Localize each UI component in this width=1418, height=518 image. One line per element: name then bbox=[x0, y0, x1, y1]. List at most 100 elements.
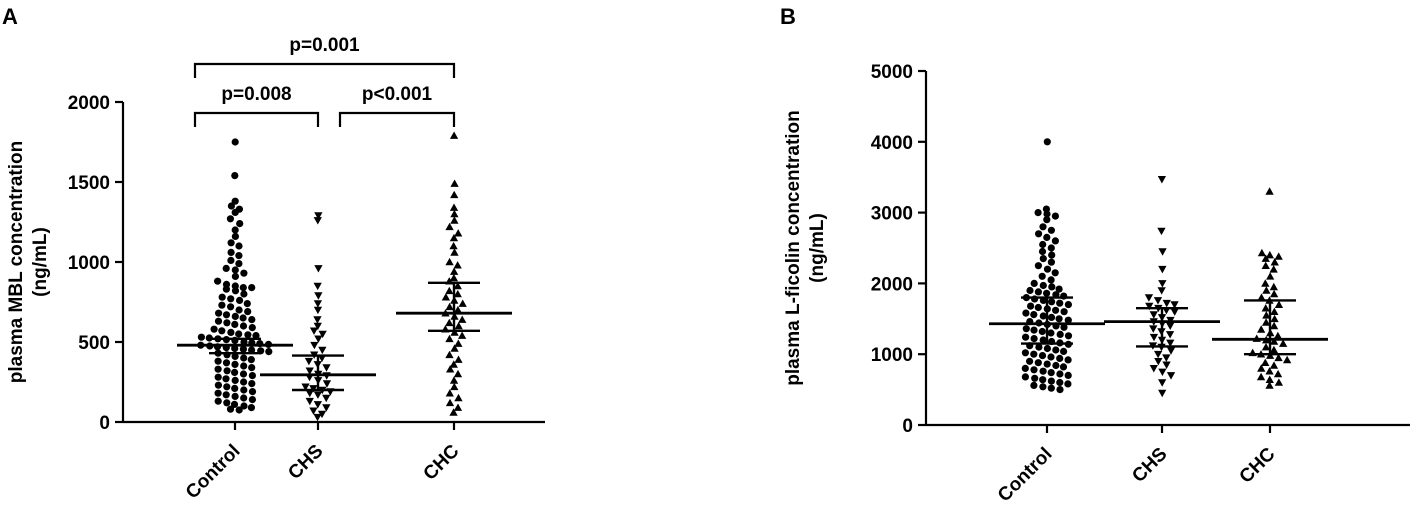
panel-a-data-point bbox=[313, 391, 323, 399]
panel-a-data-point bbox=[247, 404, 255, 412]
panel-b-data-point bbox=[1269, 282, 1278, 291]
panel-a-data-point bbox=[322, 394, 331, 403]
panel-b-data-point bbox=[1273, 369, 1283, 378]
panel-a-category-label: Control bbox=[182, 441, 245, 504]
panel-a-data-point bbox=[453, 369, 463, 378]
panel-b-data-point bbox=[1021, 364, 1029, 372]
panel-b-data-point bbox=[1034, 303, 1042, 312]
panel-a-significance-bracket: p=0.001 bbox=[193, 35, 456, 78]
panel-a-data-point bbox=[445, 222, 454, 231]
panel-b-data-point bbox=[1166, 339, 1175, 347]
panel-a-p-value-label: p<0.001 bbox=[362, 84, 433, 105]
panel-a-data-point bbox=[317, 410, 327, 419]
panel-a-data-point bbox=[223, 399, 231, 407]
panel-a-data-point bbox=[227, 303, 235, 311]
panel-a-data-point bbox=[458, 331, 467, 339]
panel-b-data-point bbox=[1279, 339, 1288, 347]
panel-a-data-point bbox=[445, 350, 454, 359]
panel-b-data-point bbox=[1270, 258, 1279, 266]
panel-a-p-value-label: p=0.008 bbox=[221, 84, 291, 105]
panel-b-data-point bbox=[1162, 354, 1171, 362]
panel-b-data-point bbox=[1039, 367, 1047, 375]
panel-b-data-point bbox=[1052, 361, 1060, 370]
panel-a-data-point bbox=[313, 322, 322, 331]
panel-a-data-point bbox=[450, 216, 459, 224]
panel-b-data-point bbox=[1026, 286, 1034, 295]
panel-b-data-point bbox=[1261, 358, 1270, 366]
panel-b-data-point bbox=[1166, 322, 1175, 330]
panel-b-data-point bbox=[1269, 321, 1279, 330]
panel-a-data-point bbox=[305, 367, 314, 375]
panel-a-summary-chc bbox=[396, 281, 512, 332]
panel-b-data-point bbox=[1149, 365, 1158, 373]
panel-a-data-point bbox=[449, 233, 459, 242]
panel-b-data-point bbox=[1157, 176, 1166, 184]
panel-a-data-point bbox=[313, 306, 323, 315]
panel-a-series-control bbox=[197, 138, 273, 414]
panel-b-category-label: CHC bbox=[1236, 443, 1280, 487]
panel-a-data-point bbox=[322, 380, 332, 388]
panel-b-data-point bbox=[1270, 337, 1279, 345]
panel-a-data-point bbox=[453, 289, 462, 298]
panel-a-data-point bbox=[305, 397, 314, 406]
panel-b-data-point bbox=[1056, 378, 1064, 387]
panel-a-data-point bbox=[449, 273, 458, 282]
panel-a-significance-bracket: p=0.008 bbox=[193, 84, 320, 127]
panel-a-p-value-label: p=0.001 bbox=[289, 35, 360, 56]
panel-b-data-point bbox=[1158, 248, 1167, 256]
panel-a-data-point bbox=[248, 396, 256, 404]
panel-b-data-point bbox=[1162, 361, 1171, 369]
panel-a-data-point bbox=[247, 356, 255, 364]
panel-b-y-axis-title: plasma L-ficolin concentration bbox=[783, 110, 804, 386]
panel-b-data-point bbox=[1039, 376, 1047, 384]
panel-b-data-point bbox=[1039, 240, 1047, 249]
panel-b-summary-chc bbox=[1212, 299, 1328, 356]
panel-a-data-point bbox=[223, 383, 231, 391]
panel-b-data-point bbox=[1030, 311, 1038, 319]
panel-a-data-point bbox=[231, 272, 239, 280]
panel-a-data-point bbox=[231, 352, 239, 360]
panel-b-summary-control bbox=[989, 296, 1105, 345]
panel-b-data-point bbox=[1154, 358, 1163, 366]
panel-a-data-point bbox=[235, 252, 243, 260]
panel-b-data-point bbox=[1269, 361, 1279, 369]
panel-a-data-point bbox=[231, 384, 239, 392]
panel-b-data-point bbox=[1265, 250, 1274, 259]
panel-b-data-point bbox=[1051, 212, 1059, 220]
panel-a-y-axis-title: plasma MBL concentration bbox=[6, 141, 27, 383]
panel-b-data-point bbox=[1270, 307, 1279, 315]
panel-b-data-point bbox=[1022, 325, 1030, 333]
panel-a-data-point bbox=[322, 364, 331, 372]
panel-b-data-point bbox=[1039, 312, 1047, 320]
panel-a-data-point bbox=[231, 266, 239, 274]
panel-a-data-point bbox=[214, 317, 223, 325]
panel-a-data-point bbox=[240, 378, 248, 386]
panel-b-data-point bbox=[1257, 293, 1266, 301]
panel-a-data-point bbox=[252, 332, 260, 340]
panel-a-data-point bbox=[235, 306, 243, 314]
panel-b-data-point bbox=[1257, 325, 1266, 333]
panel-b-data-point bbox=[1166, 372, 1176, 380]
panel-b-data-point bbox=[1039, 336, 1047, 344]
panel-b-data-point bbox=[1022, 309, 1030, 317]
panel-a-data-point bbox=[227, 256, 235, 264]
panel-b-data-point bbox=[1038, 352, 1047, 360]
panel-b-series-chc bbox=[1248, 187, 1292, 389]
panel-a-data-point bbox=[239, 322, 248, 330]
panel-b-data-point bbox=[1149, 325, 1158, 333]
panel-b-data-point bbox=[1034, 359, 1042, 367]
panel-a-data-point bbox=[454, 229, 463, 237]
panel-b-category-label: CHS bbox=[1128, 444, 1171, 487]
panel-a-summary-control bbox=[177, 337, 293, 355]
panel-a-summary-chs bbox=[260, 354, 376, 392]
panel-a-data-point bbox=[445, 318, 454, 327]
panel-a-data-point bbox=[454, 393, 463, 402]
panel-a-data-point bbox=[240, 362, 248, 370]
panel-b-data-point bbox=[1060, 308, 1068, 316]
panel-a-y-tick-label: 500 bbox=[78, 333, 110, 354]
panel-a-data-point bbox=[313, 413, 322, 422]
panel-b-data-point bbox=[1283, 355, 1292, 364]
panel-b-y-tick-label: 4000 bbox=[871, 133, 913, 154]
panel-a-data-point bbox=[305, 389, 314, 398]
panel-a-data-point bbox=[240, 386, 248, 394]
